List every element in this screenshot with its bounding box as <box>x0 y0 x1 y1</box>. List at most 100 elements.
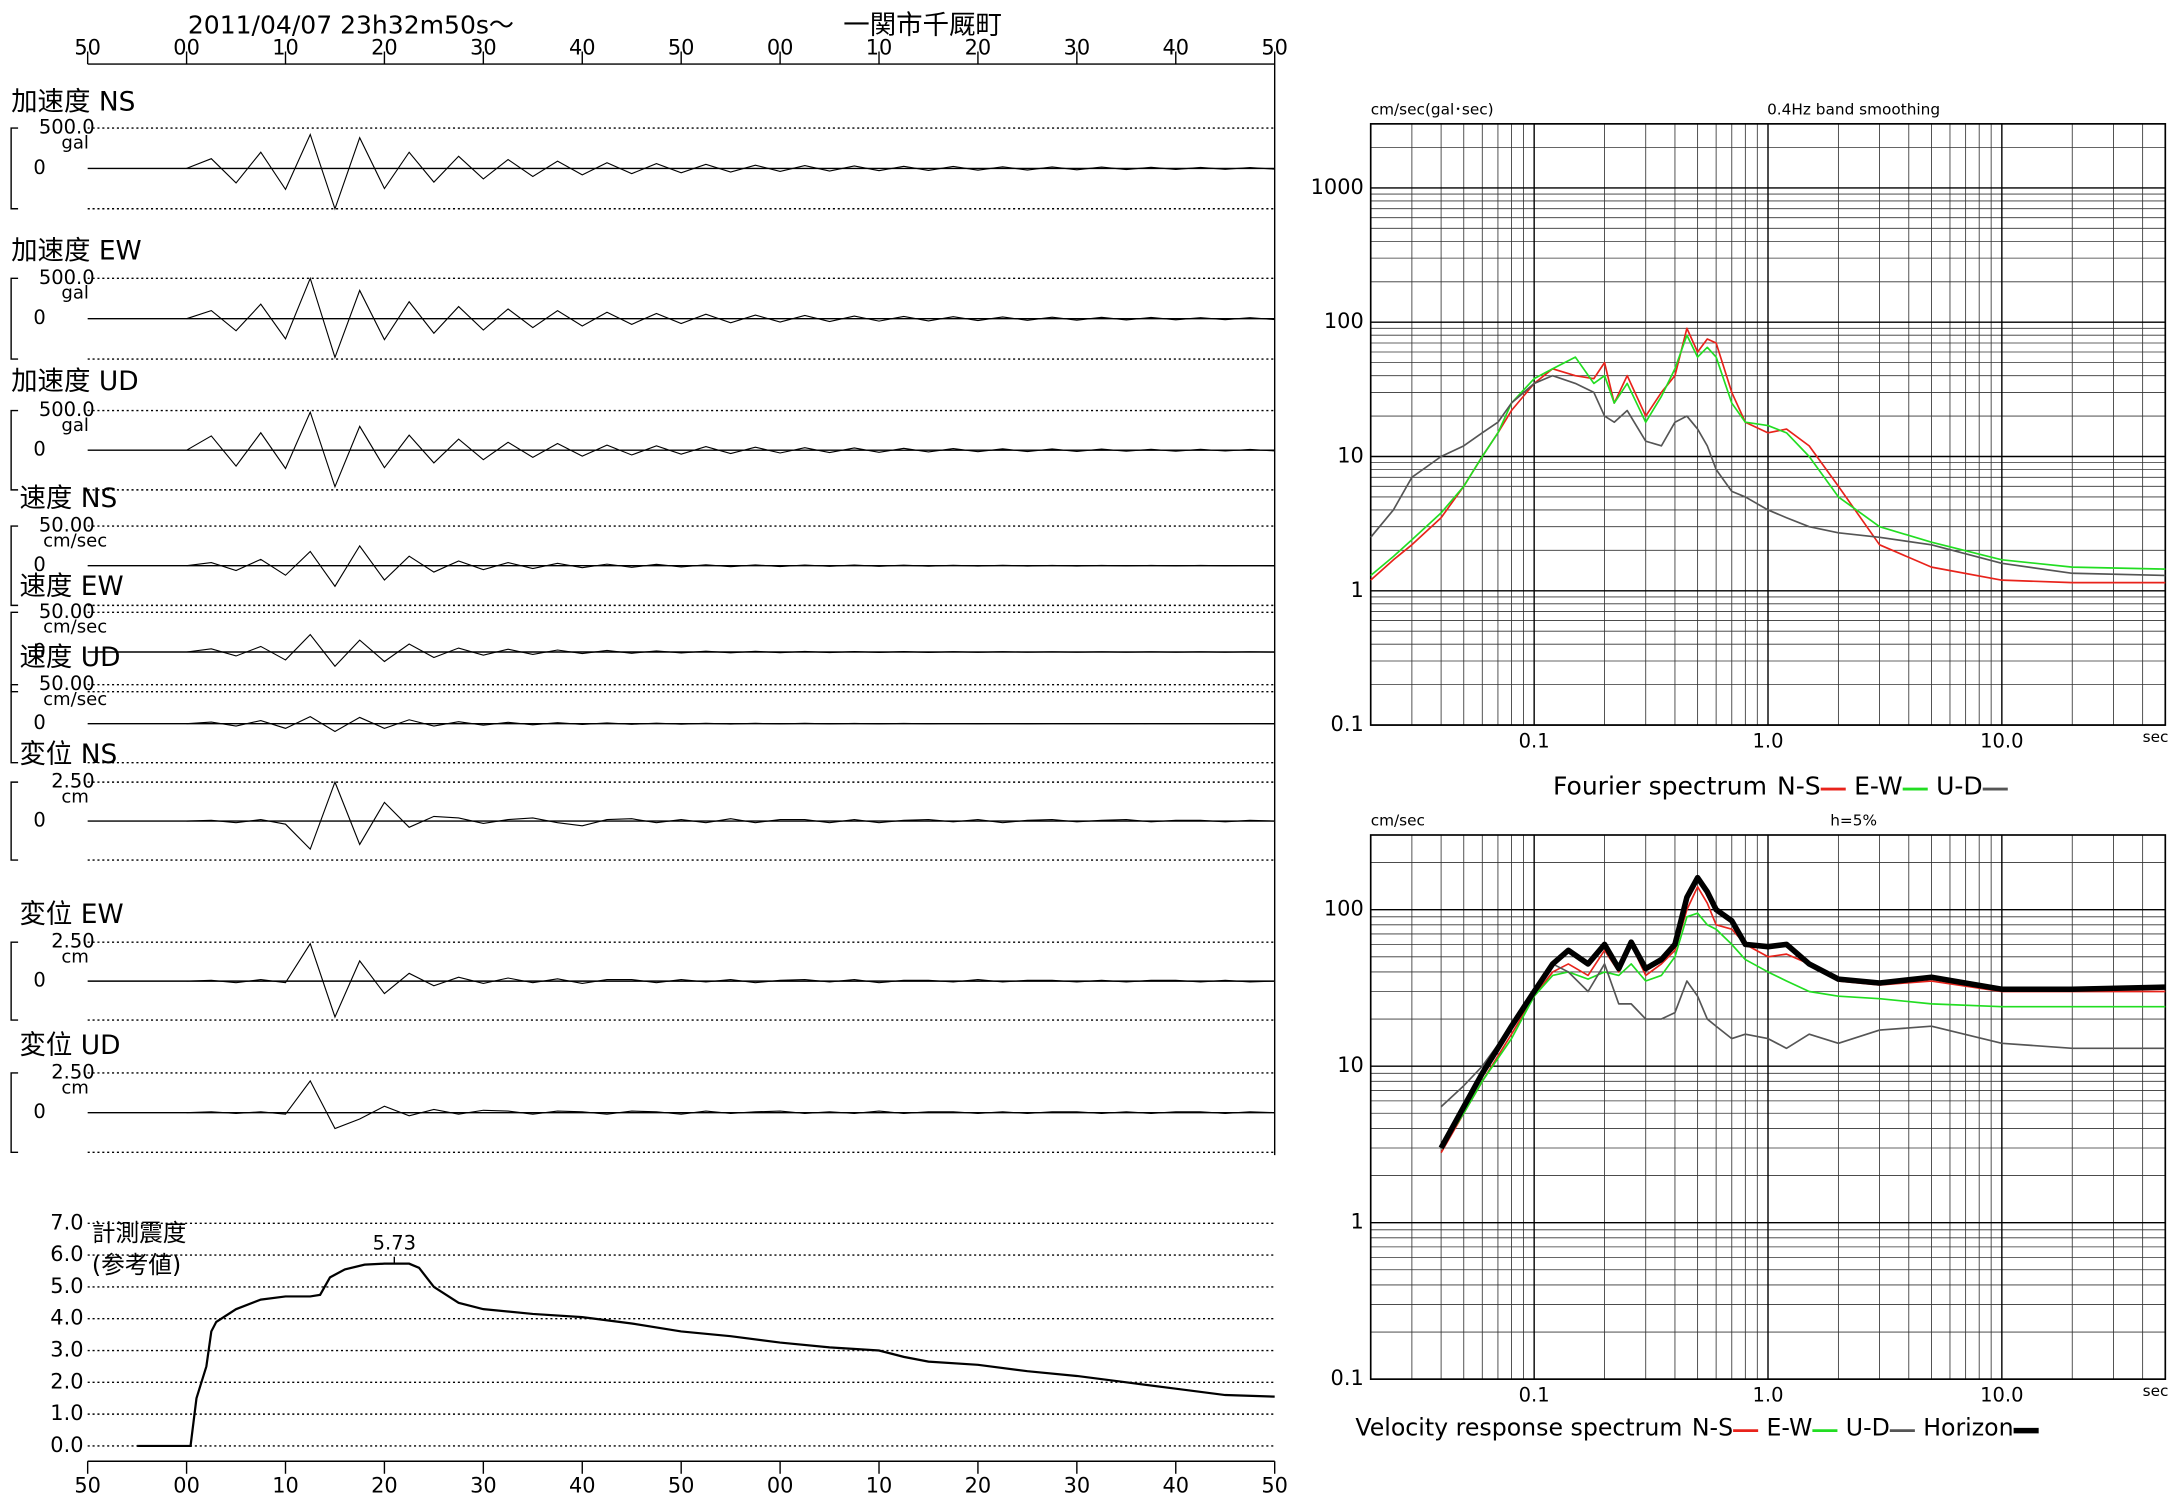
legend-label: E-W <box>1766 1414 1812 1442</box>
unit-label: cm <box>61 786 89 807</box>
waveform <box>186 633 1275 668</box>
spectrum-line <box>1370 374 2166 577</box>
peak-label: 5.73 <box>373 1232 416 1255</box>
y-tick-label: 100 <box>1324 309 1364 333</box>
y-tick-label: 1000 <box>1311 175 1364 199</box>
panel-bracket <box>10 781 19 861</box>
y-tick-label: 0.0 <box>50 1433 83 1457</box>
x-tick-label: 1.0 <box>1753 1383 1784 1406</box>
x-tick-label: 40 <box>569 36 596 60</box>
y-tick-label: 500.0 <box>39 398 95 421</box>
y-axis-title: 計測震度 <box>92 1219 187 1247</box>
legend-label: N-S <box>1692 1414 1733 1442</box>
waveform <box>186 276 1275 360</box>
x-unit: sec <box>2143 728 2169 746</box>
y-tick-label: 10 <box>1337 1053 1364 1077</box>
unit-label: cm/sec <box>43 689 107 710</box>
x-tick-label: 30 <box>470 36 497 60</box>
panel-bracket <box>10 1072 19 1153</box>
x-tick-label: 50 <box>74 1473 101 1497</box>
y-tick-label: 1 <box>1350 1210 1363 1234</box>
x-tick-label: 0.1 <box>1519 1383 1550 1406</box>
x-tick-label: 10 <box>866 1473 893 1497</box>
y-tick-label: 1.0 <box>50 1401 83 1425</box>
panel-title: 速度 UD <box>19 642 120 673</box>
legend-label: E-W <box>1854 772 1903 801</box>
unit-label: cm <box>61 1077 89 1098</box>
x-tick-label: 00 <box>767 36 794 60</box>
panel-title: 変位 NS <box>19 739 117 770</box>
panel-bracket <box>10 941 19 1021</box>
y-tick-label: 2.50 <box>51 930 94 953</box>
panel-title: 加速度 UD <box>11 366 138 397</box>
x-tick-label: 10 <box>272 36 299 60</box>
station-name: 一関市千厩町 <box>843 10 1002 41</box>
waveform <box>186 1079 1275 1130</box>
x-tick-label: 20 <box>965 1473 992 1497</box>
x-unit: sec <box>2143 1382 2169 1400</box>
y-axis-title: cm/sec(gal･sec) <box>1371 100 1494 118</box>
waveform <box>186 544 1275 588</box>
y-tick-label: 2.50 <box>51 770 94 793</box>
y-tick-label: 50.00 <box>39 672 95 695</box>
legend-title: Fourier spectrum <box>1553 772 1767 801</box>
plot-note: h=5% <box>1830 812 1877 830</box>
y-tick-label: 100 <box>1324 897 1364 921</box>
record-date: 2011/04/07 23h32m50s～ <box>188 10 514 39</box>
y-tick-label: 2.0 <box>50 1369 83 1393</box>
spectrum-line <box>1440 912 2166 1149</box>
unit-label: cm/sec <box>43 530 107 551</box>
unit-label: gal <box>61 132 89 153</box>
y-tick-label: 50.00 <box>39 600 95 623</box>
x-tick-label: 30 <box>1064 36 1091 60</box>
x-tick-label: 50 <box>668 1473 695 1497</box>
panel-bracket <box>10 611 19 693</box>
panel-title: 速度 EW <box>19 571 123 602</box>
panel-title: 加速度 NS <box>11 86 135 117</box>
unit-label: cm/sec <box>43 617 107 638</box>
x-tick-label: 1.0 <box>1753 729 1784 752</box>
legend-label: U-D <box>1936 772 1983 801</box>
waveform <box>186 716 1275 733</box>
x-tick-label: 10 <box>866 36 893 60</box>
y-tick-label: 2.50 <box>51 1060 94 1083</box>
unit-label: cm <box>61 946 89 967</box>
spectrum-line <box>1438 874 2166 1150</box>
spectrum-line <box>1440 885 2166 1154</box>
spectrum-line <box>1370 334 2166 577</box>
y-tick-label: 1 <box>1350 578 1363 602</box>
plot-note: 0.4Hz band smoothing <box>1767 100 1940 118</box>
x-tick-label: 00 <box>173 36 200 60</box>
x-tick-label: 20 <box>371 1473 398 1497</box>
y-tick-label: 0 <box>33 711 45 734</box>
y-tick-label: 3.0 <box>50 1338 83 1362</box>
y-tick-label: 7.0 <box>50 1210 83 1234</box>
unit-label: gal <box>61 415 89 436</box>
x-tick-label: 0.1 <box>1519 729 1550 752</box>
y-tick-label: 0 <box>33 1100 45 1123</box>
y-tick-label: 50.00 <box>39 514 95 537</box>
waveform <box>186 780 1275 851</box>
x-tick-label: 20 <box>371 36 398 60</box>
panel-title: 加速度 EW <box>11 235 142 266</box>
x-tick-label: 10.0 <box>1980 1383 2023 1406</box>
panel-title: 変位 EW <box>19 899 123 930</box>
x-tick-label: 30 <box>1064 1473 1091 1497</box>
panel-bracket <box>10 409 19 491</box>
x-tick-label: 10.0 <box>1980 729 2023 752</box>
panel-title: 速度 NS <box>19 483 117 514</box>
panel-bracket <box>10 127 19 210</box>
x-tick-label: 50 <box>1261 36 1288 60</box>
y-axis-title: cm/sec <box>1371 812 1425 830</box>
legend-label: N-S <box>1777 772 1821 801</box>
x-tick-label: 00 <box>173 1473 200 1497</box>
x-tick-label: 50 <box>668 36 695 60</box>
x-tick-label: 50 <box>1261 1473 1288 1497</box>
y-tick-label: 500.0 <box>39 266 95 289</box>
waveform <box>186 410 1275 489</box>
x-tick-label: 10 <box>272 1473 299 1497</box>
y-tick-label: 4.0 <box>50 1306 83 1330</box>
spectrum-line <box>1440 963 2166 1108</box>
y-tick-label: 0 <box>33 639 45 662</box>
